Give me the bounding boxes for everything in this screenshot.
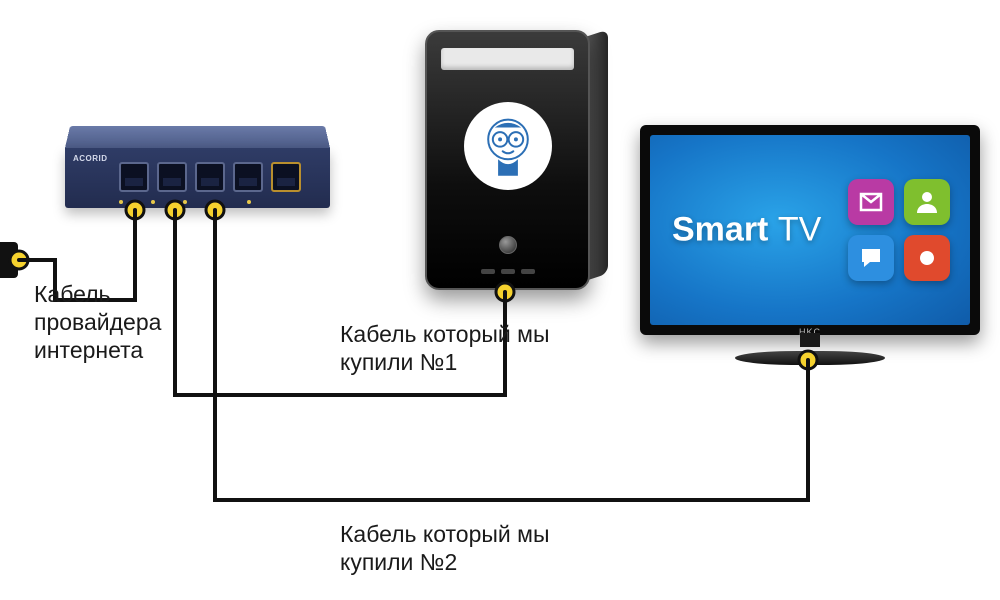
label-provider-cable: Кабель провайдера интернета bbox=[34, 280, 161, 364]
record-icon bbox=[904, 235, 950, 281]
router-front: ACORID bbox=[65, 148, 330, 208]
tv-logo: Smart TV bbox=[672, 211, 821, 250]
ethernet-port bbox=[195, 162, 225, 192]
ethernet-port bbox=[157, 162, 187, 192]
nerd-face-icon bbox=[475, 113, 541, 179]
smart-tv: Smart TV HKC bbox=[640, 125, 980, 365]
ethernet-port bbox=[233, 162, 263, 192]
router-brand: ACORID bbox=[73, 154, 108, 163]
label-cable-two: Кабель который мы купили №2 bbox=[340, 520, 550, 576]
tv-stand bbox=[735, 339, 885, 365]
tv-logo-main: Smart bbox=[672, 211, 768, 249]
pc-usb-slots bbox=[481, 269, 535, 274]
person-icon bbox=[904, 179, 950, 225]
tv-screen: Smart TV bbox=[650, 135, 970, 325]
label-cable-one: Кабель который мы купили №1 bbox=[340, 320, 550, 376]
mail-icon bbox=[848, 179, 894, 225]
edge-plug-icon bbox=[0, 242, 18, 278]
pc-tower bbox=[425, 30, 590, 290]
pc-face-sticker bbox=[464, 102, 552, 190]
chat-icon bbox=[848, 235, 894, 281]
pc-front-panel bbox=[425, 30, 590, 290]
pc-drive-bay bbox=[441, 48, 574, 70]
tv-logo-sub: TV bbox=[778, 211, 821, 249]
tv-app-grid bbox=[848, 179, 950, 281]
wan-port bbox=[271, 162, 301, 192]
diagram-canvas: ACORID bbox=[0, 0, 1000, 600]
router-top bbox=[65, 126, 330, 148]
tv-frame: Smart TV HKC bbox=[640, 125, 980, 335]
router-device: ACORID bbox=[65, 120, 330, 208]
pc-power-button bbox=[499, 236, 517, 254]
ethernet-port bbox=[119, 162, 149, 192]
router-leds bbox=[119, 200, 251, 204]
router-ports bbox=[119, 162, 301, 192]
